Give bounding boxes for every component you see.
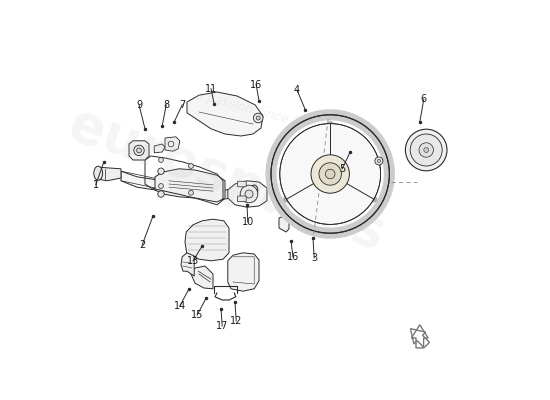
Text: 2: 2 <box>139 240 145 250</box>
Ellipse shape <box>94 166 103 180</box>
Circle shape <box>280 124 381 224</box>
Circle shape <box>405 129 447 171</box>
Circle shape <box>245 190 253 198</box>
Circle shape <box>326 169 335 179</box>
Text: 11: 11 <box>205 84 217 94</box>
FancyBboxPatch shape <box>238 181 246 187</box>
Polygon shape <box>191 266 213 289</box>
Circle shape <box>375 157 383 165</box>
Circle shape <box>189 190 194 195</box>
Text: a passion since 1983: a passion since 1983 <box>194 89 324 135</box>
FancyBboxPatch shape <box>238 196 246 202</box>
Polygon shape <box>187 92 263 136</box>
Polygon shape <box>228 253 259 291</box>
Circle shape <box>158 191 164 197</box>
Polygon shape <box>181 253 194 276</box>
Polygon shape <box>217 186 253 201</box>
Polygon shape <box>228 181 267 207</box>
Circle shape <box>136 148 141 153</box>
Circle shape <box>134 145 144 156</box>
Polygon shape <box>155 169 225 202</box>
Polygon shape <box>121 171 217 201</box>
Polygon shape <box>330 124 380 198</box>
Circle shape <box>410 134 442 166</box>
Ellipse shape <box>251 185 258 195</box>
Circle shape <box>419 143 433 157</box>
Text: 7: 7 <box>179 100 185 110</box>
Polygon shape <box>279 215 289 232</box>
Polygon shape <box>98 167 121 181</box>
Circle shape <box>158 168 164 174</box>
Text: 9: 9 <box>136 100 142 110</box>
Text: 10: 10 <box>241 217 254 227</box>
Circle shape <box>158 158 163 162</box>
Circle shape <box>189 164 194 168</box>
Text: 4: 4 <box>294 85 300 95</box>
Circle shape <box>377 159 381 162</box>
Text: 16: 16 <box>287 252 299 262</box>
Polygon shape <box>185 219 229 261</box>
Polygon shape <box>288 174 372 224</box>
Text: eurospares: eurospares <box>62 99 392 261</box>
Polygon shape <box>165 137 180 151</box>
Text: 6: 6 <box>421 94 427 104</box>
Text: 12: 12 <box>230 316 243 326</box>
Text: 1: 1 <box>93 180 99 190</box>
Text: 5: 5 <box>339 164 345 174</box>
Circle shape <box>240 185 258 203</box>
Text: 15: 15 <box>191 310 203 320</box>
Circle shape <box>424 148 428 152</box>
Text: 3: 3 <box>311 253 317 263</box>
Polygon shape <box>154 144 165 153</box>
Text: 13: 13 <box>187 256 199 266</box>
Circle shape <box>319 163 342 185</box>
Text: 17: 17 <box>216 321 228 331</box>
Polygon shape <box>280 124 330 198</box>
Circle shape <box>254 113 263 123</box>
Circle shape <box>311 155 349 193</box>
Circle shape <box>256 116 260 120</box>
Text: 8: 8 <box>163 100 169 110</box>
Text: 14: 14 <box>174 301 186 311</box>
Circle shape <box>158 184 163 188</box>
Polygon shape <box>129 141 149 160</box>
Text: 16: 16 <box>250 80 262 90</box>
